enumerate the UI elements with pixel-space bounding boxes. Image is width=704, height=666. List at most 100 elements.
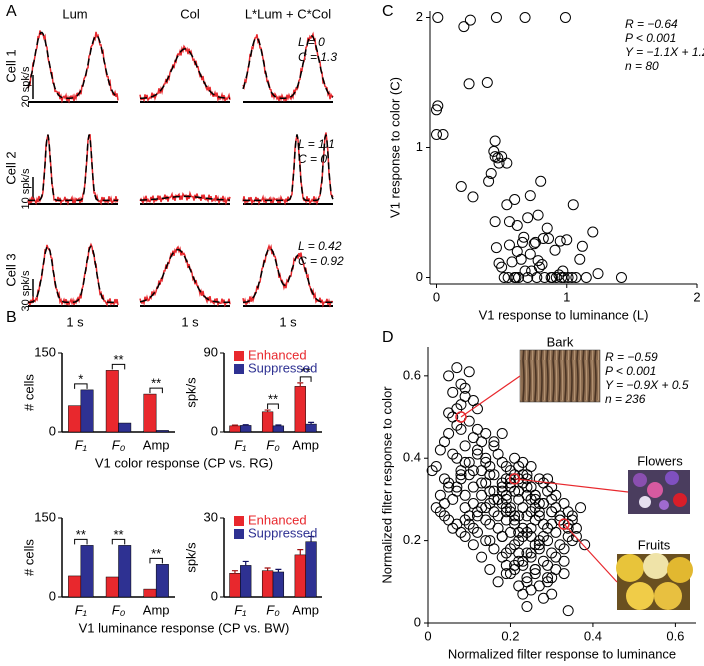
inset-highlight — [508, 473, 521, 485]
data-point — [464, 14, 476, 26]
x-tick-label: F₀ — [112, 437, 126, 452]
bar — [143, 588, 157, 598]
data-point — [455, 378, 467, 390]
bar — [68, 405, 82, 433]
y-tick-label: 0.6 — [403, 367, 421, 382]
x-tick-label: F₀ — [112, 602, 126, 617]
data-point — [570, 530, 582, 542]
significance-bracket — [111, 363, 126, 370]
bar — [240, 565, 252, 598]
data-point — [496, 530, 508, 542]
data-point — [536, 259, 548, 270]
data-point — [518, 231, 530, 243]
data-point — [562, 605, 574, 617]
data-point — [519, 265, 531, 277]
y-axis-label: Normalized filter response to color — [379, 386, 394, 584]
data-point — [580, 272, 592, 283]
data-point — [532, 209, 544, 221]
bar — [143, 393, 157, 433]
l-coefficient: L = 0 — [298, 35, 325, 49]
inset-pointer — [514, 478, 629, 493]
inset-pointer — [563, 523, 618, 583]
data-point — [484, 518, 496, 530]
data-point — [490, 242, 502, 254]
x-tick-label: F₁ — [75, 437, 87, 452]
inset-label: Flowers — [637, 453, 683, 468]
data-point — [493, 157, 505, 169]
fruits-image — [616, 553, 693, 610]
data-point — [437, 129, 449, 140]
data-point — [471, 526, 483, 538]
data-point — [463, 366, 475, 378]
y-axis-label: spk/s — [183, 377, 198, 408]
model-trace — [242, 247, 333, 304]
x-tick-label: 0 — [433, 289, 440, 304]
data-point — [521, 526, 533, 538]
data-point — [447, 386, 459, 398]
bar — [294, 554, 306, 598]
data-point — [579, 539, 591, 551]
data-point — [526, 265, 538, 277]
data-point — [506, 256, 518, 268]
data-point — [431, 104, 443, 116]
data-point — [484, 535, 496, 547]
data-point — [537, 555, 549, 567]
significance-mark: ** — [151, 546, 161, 561]
significance-mark: ** — [113, 527, 123, 542]
data-point — [558, 555, 570, 567]
data-point — [517, 530, 529, 542]
data-point — [467, 539, 479, 551]
legend-swatch — [234, 529, 244, 539]
column-title: Col — [180, 6, 200, 21]
bar — [118, 545, 132, 598]
data-point — [521, 601, 533, 613]
significance-bracket — [111, 538, 126, 545]
significance-mark: ** — [301, 364, 311, 379]
statistic: n = 80 — [625, 59, 659, 73]
data-point — [447, 522, 459, 534]
data-point — [467, 465, 479, 477]
data-point — [451, 362, 463, 374]
data-point — [532, 255, 544, 267]
model-trace — [28, 245, 118, 304]
legend-swatch — [234, 516, 244, 526]
panel-label: C — [382, 3, 394, 20]
data-point — [451, 481, 463, 493]
significance-bracket — [149, 387, 163, 394]
model-trace — [28, 134, 118, 202]
data-point — [511, 246, 523, 257]
data-point — [535, 175, 547, 187]
error-bar — [308, 535, 315, 542]
data-point — [566, 272, 578, 283]
bar — [272, 425, 285, 433]
data-point — [443, 370, 455, 382]
bar — [261, 411, 274, 433]
x-tick-label: F₀ — [266, 437, 280, 452]
data-point — [488, 145, 500, 157]
data-point — [471, 448, 483, 460]
data-point — [467, 522, 479, 534]
error-bar — [231, 424, 238, 426]
data-point — [431, 129, 443, 140]
legend-label: Enhanced — [248, 512, 307, 527]
bar — [155, 430, 169, 433]
data-point — [480, 502, 492, 514]
data-point — [576, 240, 588, 252]
data-point — [513, 535, 525, 547]
data-point — [480, 456, 492, 468]
data-point — [467, 191, 479, 203]
row-label: Cell 3 — [3, 253, 18, 286]
error-bar — [297, 549, 304, 555]
data-point — [496, 261, 508, 273]
x-axis-label: Normalized filter response to luminance — [448, 646, 676, 661]
x-axis-label: V1 color response (CP vs. RG) — [95, 455, 273, 470]
data-point — [558, 272, 570, 283]
data-point — [615, 272, 627, 283]
response-trace — [139, 190, 231, 206]
legend-label: Suppressed — [248, 360, 317, 375]
data-point — [459, 382, 471, 394]
row-label: Cell 2 — [3, 151, 18, 184]
legend-swatch — [234, 364, 244, 374]
bar — [105, 576, 119, 598]
data-point — [476, 551, 488, 563]
